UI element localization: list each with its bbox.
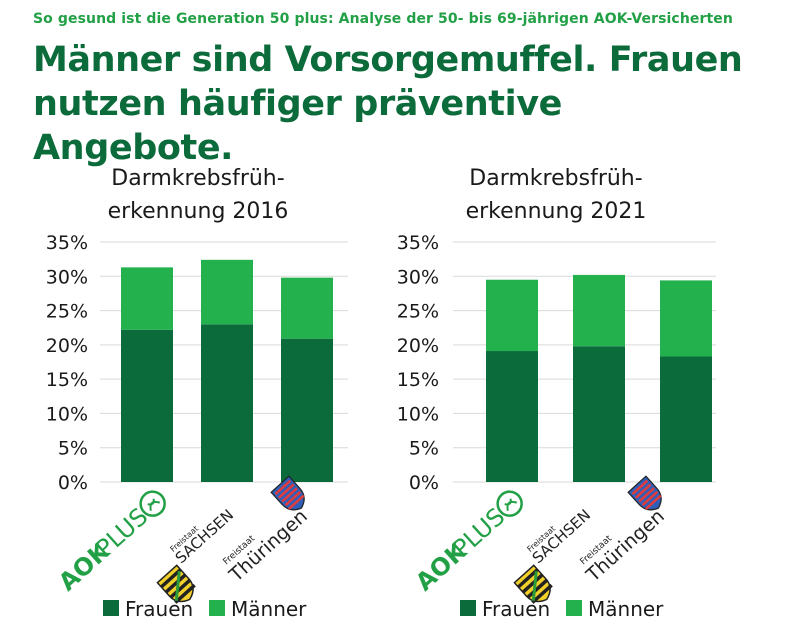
sachsen-shield-stripe: [174, 583, 196, 604]
chart-1: Darmkrebsfrüh-erkennung 2016 0% 5% 10% 15% 20…: [46, 166, 348, 621]
bar-frauen-1: [486, 351, 538, 482]
thueringen-lion-stripe: [634, 483, 652, 499]
sachsen-shield-stripe: [164, 573, 187, 594]
chart-title-line: erkennung 2016: [108, 199, 289, 224]
thueringen-lion-stripe: [631, 479, 649, 496]
thueringen-lion-stripe: [638, 487, 655, 503]
sachsen-rautenkranz: [174, 570, 181, 601]
bar-frauen-2: [573, 346, 625, 482]
y-tick-label: 5%: [409, 438, 439, 460]
sachsen-rautenkranz: [531, 570, 538, 601]
sachsen-shield-stripe: [526, 578, 549, 599]
bar-frauen-2: [201, 324, 253, 482]
thueringen-lion-stripe: [277, 483, 295, 499]
y-tick-label: 0%: [409, 472, 439, 494]
legend-swatch-maenner: [209, 600, 225, 616]
bar-männer-1: [121, 267, 173, 330]
page-title: Männer sind Vorsorgemuffel. Frauen nutze…: [33, 40, 743, 168]
legend-swatch-maenner: [566, 600, 582, 616]
y-tick-label: 25%: [397, 301, 439, 323]
y-tick-label: 35%: [397, 232, 439, 254]
chart-title-line: Darmkrebsfrüh-: [111, 166, 284, 191]
bar-männer-3: [660, 280, 712, 357]
y-tick-label: 10%: [397, 403, 439, 425]
bar-frauen-3: [660, 356, 712, 482]
bar-männer-2: [573, 274, 625, 347]
thueringen-lion-stripe: [645, 494, 662, 510]
y-tick-label: 20%: [46, 335, 88, 357]
y-tick-label: 10%: [46, 403, 88, 425]
sachsen-coat-of-arms-icon: [513, 564, 553, 604]
bar-männer-3: [281, 277, 333, 339]
thueringen-coat-of-arms-icon: [270, 475, 305, 511]
chart-2: Darmkrebsfrüh-erkennung 2021 0% 5% 10% 15% 20…: [397, 166, 716, 621]
y-tick-label: 30%: [46, 266, 88, 288]
bar-männer-2: [201, 259, 253, 325]
bar-männer-1: [486, 279, 538, 352]
legend: Frauen Männer: [460, 597, 664, 621]
report-subtitle: So gesund ist die Generation 50 plus: An…: [33, 11, 733, 27]
y-tick-label: 5%: [58, 438, 88, 460]
sachsen-shield-stripe: [531, 583, 553, 604]
aok-leaf-icon: [496, 490, 523, 517]
legend-label-maenner: Männer: [588, 597, 664, 621]
aok-leaf-icon-detail: [504, 498, 518, 511]
legend-swatch-frauen: [460, 600, 476, 616]
chart-title-line: erkennung 2021: [466, 199, 647, 224]
y-tick-label: 20%: [397, 335, 439, 357]
legend-swatch-frauen: [103, 600, 119, 616]
chart-title-line: Darmkrebsfrüh-: [469, 166, 642, 191]
y-tick-label: 30%: [397, 266, 439, 288]
legend-label-frauen: Frauen: [125, 597, 193, 621]
bar-frauen-3: [281, 338, 333, 482]
legend-label-frauen: Frauen: [482, 597, 550, 621]
thueringen-lion-stripe: [288, 494, 305, 510]
legend: Frauen Männer: [103, 597, 307, 621]
y-tick-label: 15%: [46, 369, 88, 391]
aok-leaf-icon: [139, 490, 166, 517]
thueringen-lion-stripe: [284, 490, 302, 507]
aok-leaf-icon-detail: [147, 498, 161, 511]
legend-label-maenner: Männer: [231, 597, 307, 621]
thueringen-lion-stripe: [641, 490, 659, 507]
thueringen-lion-stripe: [281, 487, 298, 503]
thueringen-lion-stripe: [274, 479, 292, 496]
sachsen-coat-of-arms-icon: [156, 564, 196, 604]
sachsen-shield-stripe: [517, 568, 539, 589]
y-tick-label: 35%: [46, 232, 88, 254]
y-tick-label: 0%: [58, 472, 88, 494]
sachsen-shield-stripe: [169, 578, 192, 599]
sachsen-shield-stripe: [160, 568, 182, 589]
sachsen-shield-stripe: [521, 573, 544, 594]
y-tick-label: 25%: [46, 301, 88, 323]
bar-frauen-1: [121, 329, 173, 482]
y-tick-label: 15%: [397, 369, 439, 391]
thueringen-coat-of-arms-icon: [627, 475, 662, 511]
